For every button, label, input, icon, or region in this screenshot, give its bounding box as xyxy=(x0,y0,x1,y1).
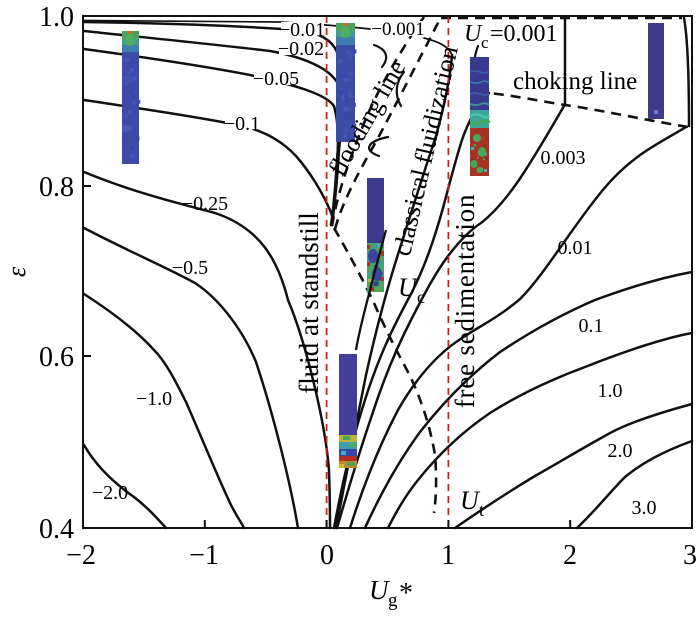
svg-text:1.0: 1.0 xyxy=(598,380,623,402)
svg-text:2: 2 xyxy=(563,540,577,571)
svg-text:c: c xyxy=(481,33,489,52)
svg-text:t: t xyxy=(479,500,484,520)
svg-text:=0.001: =0.001 xyxy=(490,21,558,47)
svg-text:−0.25: −0.25 xyxy=(182,193,228,215)
svg-text:U: U xyxy=(460,486,481,515)
svg-text:3: 3 xyxy=(683,540,697,571)
svg-text:1.0: 1.0 xyxy=(39,2,74,33)
svg-text:0.1: 0.1 xyxy=(579,315,604,337)
svg-text:0: 0 xyxy=(320,540,334,571)
svg-text:−0.5: −0.5 xyxy=(172,257,208,279)
svg-text:−0.01: −0.01 xyxy=(279,19,325,41)
svg-text:g: g xyxy=(388,590,398,611)
svg-text:3.0: 3.0 xyxy=(632,497,657,519)
svg-text:choking line: choking line xyxy=(513,68,637,95)
svg-text:−1: −1 xyxy=(189,540,219,571)
svg-text:2.0: 2.0 xyxy=(608,440,633,462)
svg-text:−0.02: −0.02 xyxy=(278,38,324,60)
svg-text:0.4: 0.4 xyxy=(39,514,74,545)
svg-text:0.6: 0.6 xyxy=(39,342,74,373)
svg-text:−1.0: −1.0 xyxy=(136,388,172,410)
svg-text:ε: ε xyxy=(2,266,31,277)
svg-text:U: U xyxy=(398,273,419,302)
svg-text:−0.1: −0.1 xyxy=(224,113,260,135)
svg-text:fluid at standstill: fluid at standstill xyxy=(294,212,324,394)
svg-text:0.003: 0.003 xyxy=(541,147,586,169)
svg-text:*: * xyxy=(399,578,413,609)
svg-text:−2.0: −2.0 xyxy=(92,482,128,504)
svg-text:c: c xyxy=(417,287,425,307)
svg-text:−0.05: −0.05 xyxy=(253,68,299,90)
svg-text:free sedimentation: free sedimentation xyxy=(450,194,480,409)
svg-text:U: U xyxy=(464,21,483,47)
svg-text:−0.001: −0.001 xyxy=(371,19,424,40)
svg-text:0.01: 0.01 xyxy=(558,237,593,259)
svg-text:0.8: 0.8 xyxy=(39,172,74,203)
svg-text:1: 1 xyxy=(441,540,455,571)
svg-text:−2: −2 xyxy=(66,540,96,571)
svg-text:U: U xyxy=(369,575,390,605)
